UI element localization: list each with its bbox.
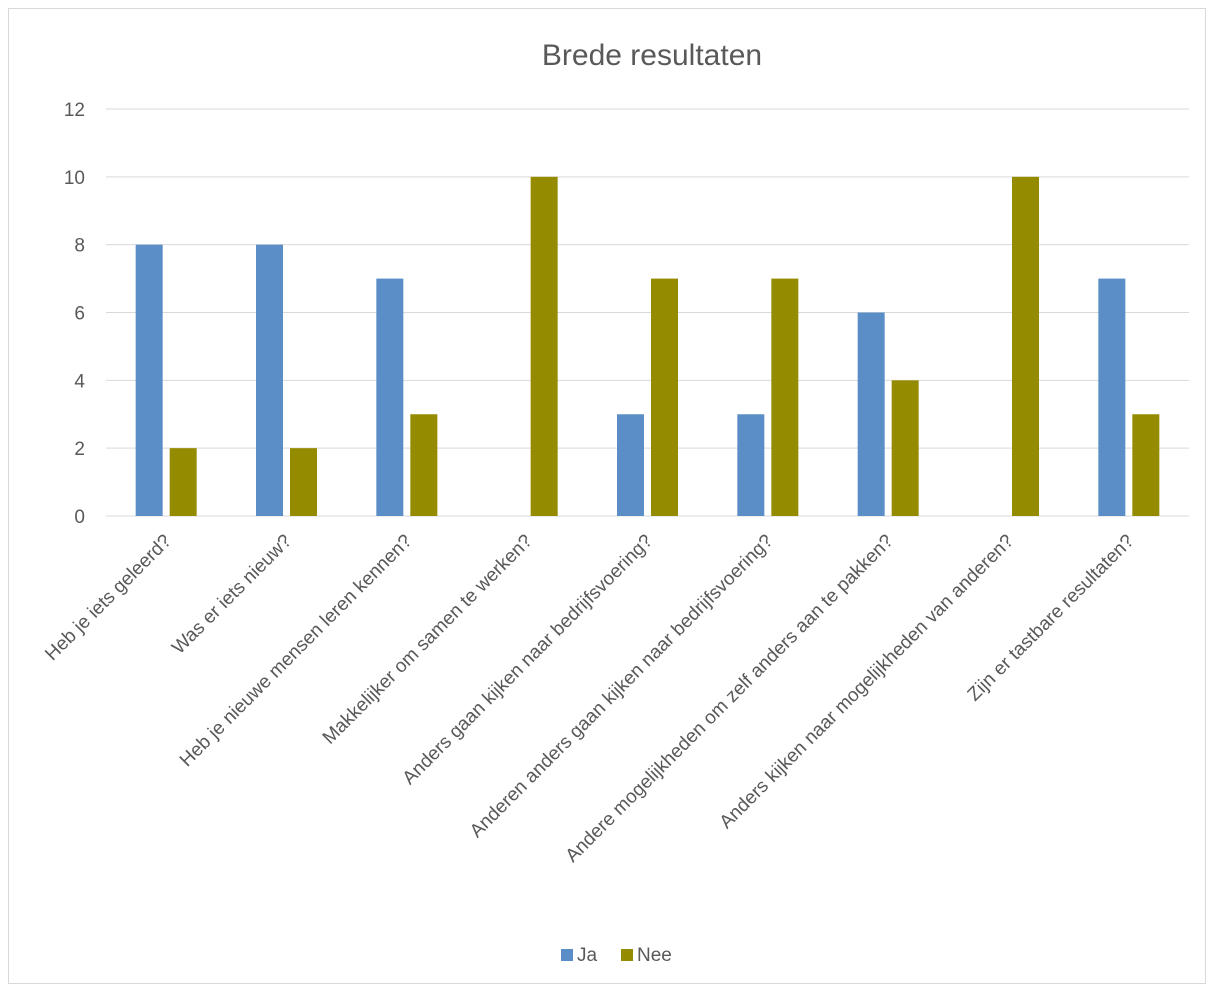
bar-nee <box>771 278 799 516</box>
y-tick-label: 12 <box>64 100 85 121</box>
bar-ja <box>376 278 404 516</box>
category-labels: Heb je iets geleerd?Was er iets nieuw?He… <box>41 531 1138 867</box>
bar-nee <box>1132 414 1160 516</box>
y-tick-label: 2 <box>74 439 85 460</box>
category-label: Was er iets nieuw? <box>168 531 296 659</box>
bar-ja <box>617 414 644 516</box>
y-tick-label: 8 <box>74 236 85 257</box>
bar-nee <box>169 448 197 516</box>
legend-label-ja: Ja <box>577 945 598 966</box>
chart-frame: Brede resultaten 0 2 4 6 8 10 12 Heb je iets g… <box>8 8 1206 984</box>
category-label: Anders gaan kijken naar bedrijfsvoering? <box>399 531 657 789</box>
bar-nee <box>530 176 558 517</box>
bar-nee <box>1012 176 1039 517</box>
category-label: Makkelijker om samen te werken? <box>319 531 537 749</box>
y-tick-label: 4 <box>74 371 85 392</box>
legend-label-nee: Nee <box>637 945 672 966</box>
legend-swatch-ja <box>561 949 573 961</box>
bar-ja <box>857 312 885 516</box>
bar-ja <box>135 244 163 516</box>
y-axis-ticks: 0 2 4 6 8 10 12 <box>64 100 86 528</box>
bar-ja <box>1098 278 1126 516</box>
gridlines <box>106 108 1189 517</box>
y-tick-label: 0 <box>74 507 85 528</box>
y-tick-label: 10 <box>64 168 85 189</box>
bars <box>135 176 1160 517</box>
bar-ja <box>256 244 283 516</box>
bar-nee <box>410 414 438 516</box>
category-label: Heb je nieuwe mensen leren kennen? <box>176 531 416 771</box>
category-label: Heb je iets geleerd? <box>41 531 175 665</box>
bar-nee <box>290 448 317 516</box>
legend: Ja Nee <box>561 945 672 966</box>
y-tick-label: 6 <box>74 304 85 325</box>
legend-swatch-nee <box>621 949 633 961</box>
bar-nee <box>651 278 678 516</box>
bar-nee <box>891 380 919 516</box>
bar-chart: Brede resultaten 0 2 4 6 8 10 12 Heb je iets g… <box>41 39 1189 966</box>
chart-title: Brede resultaten <box>542 39 762 72</box>
bar-ja <box>737 414 765 516</box>
